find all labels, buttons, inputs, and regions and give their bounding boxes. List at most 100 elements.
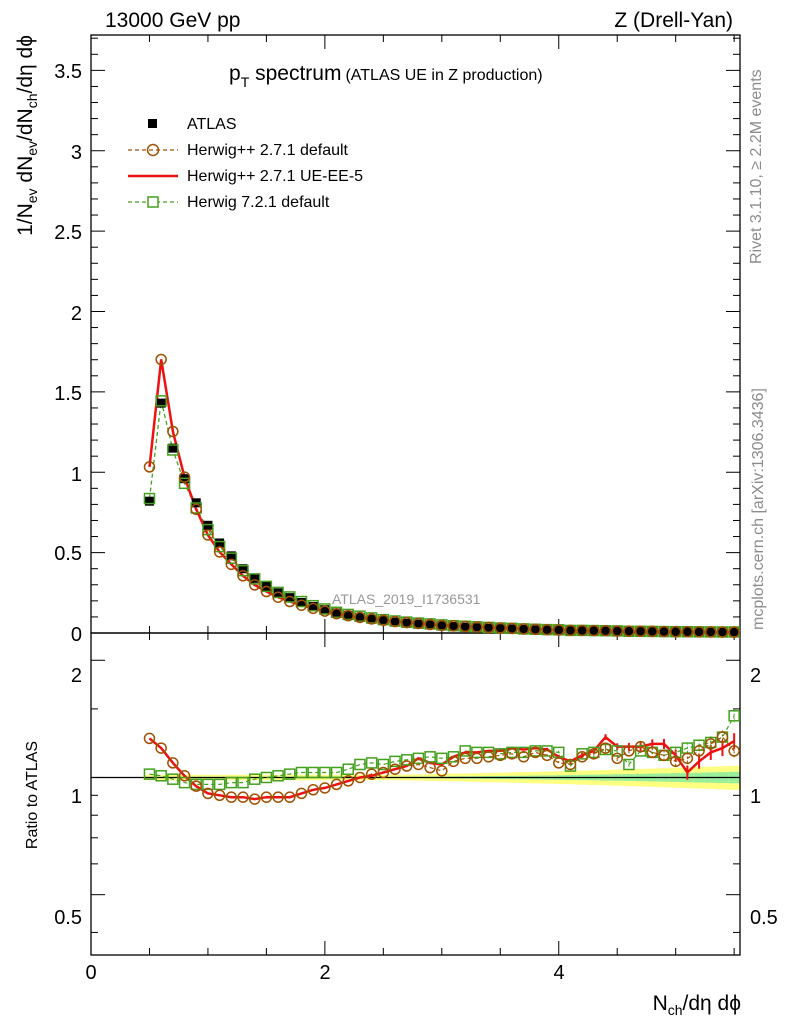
main-point-atlas: [682, 627, 692, 637]
main-point-atlas: [215, 538, 225, 548]
legend-label: Herwig++ 2.7.1 UE-EE-5: [187, 168, 363, 185]
main-point-atlas: [238, 564, 248, 574]
main-point-herwigpp-default: [529, 623, 542, 636]
main-point-atlas: [285, 593, 295, 603]
main-point-herwigpp-default: [354, 611, 366, 624]
main-point-herwigpp-default: [564, 624, 577, 637]
main-point-herwigpp-default: [178, 471, 191, 483]
main-point-atlas: [296, 597, 306, 607]
main-point-herwigpp-default: [599, 624, 612, 637]
main-point-herwig7-default: [284, 591, 296, 603]
ratio-point-herwigpp-default: [319, 782, 331, 794]
main-point-herwigpp-default: [190, 503, 202, 516]
main-point-atlas: [484, 623, 494, 633]
main-point-atlas: [565, 626, 575, 636]
mcplots-label: mcplots.cern.ch [arXiv:1306.3436]: [750, 388, 767, 630]
main-point-herwigpp-default: [693, 626, 705, 638]
main-point-atlas: [577, 626, 587, 636]
main-point-herwigpp-default: [623, 625, 635, 637]
main-point-atlas: [390, 617, 400, 627]
main-point-herwigpp-default: [143, 461, 156, 473]
main-point-herwigpp-default: [541, 623, 553, 636]
ratio-point-herwig7-default: [517, 746, 530, 759]
main-point-herwig7-default: [167, 444, 179, 456]
legend-label: Herwig 7.2.1 default: [187, 194, 330, 211]
ratio-point-herwig7-default: [307, 766, 319, 779]
main-point-atlas: [530, 625, 540, 635]
main-point-herwigpp-default: [634, 625, 647, 638]
ratio-point-herwig7-default: [482, 746, 495, 759]
main-point-herwigpp-default: [330, 607, 343, 620]
main-point-herwigpp-default: [716, 626, 729, 638]
main-point-herwigpp-default: [552, 624, 565, 636]
main-point-herwigpp-default: [155, 353, 167, 366]
legend-marker-herwigpp-default: [146, 143, 160, 157]
ratio-point-herwigpp-default: [377, 766, 390, 779]
energy-label: 13000 GeV pp: [105, 9, 240, 32]
main-point-herwigpp-default: [728, 626, 740, 638]
main-point-herwigpp-default: [295, 599, 308, 611]
main-point-herwigpp-default: [213, 546, 226, 558]
main-point-herwigpp-default: [272, 591, 284, 603]
main-point-herwigpp-default: [681, 626, 694, 638]
main-point-herwig7-default: [260, 580, 273, 593]
ratio-point-herwig7-default: [237, 776, 249, 789]
ratio-point-herwigpp-default: [705, 738, 717, 750]
ratio-point-herwigpp-default: [576, 751, 588, 763]
ratio-point-herwigpp-default: [728, 745, 740, 757]
main-point-herwigpp-default: [705, 626, 717, 638]
main-point-atlas: [519, 624, 529, 634]
ratio-point-herwig7-default: [447, 751, 460, 763]
main-point-atlas: [226, 551, 236, 561]
main-point-herwig7-default: [248, 573, 261, 585]
ratio-point-herwigpp-default: [623, 745, 635, 757]
ratio-point-herwig7-default: [319, 766, 331, 779]
xtick-label: 4: [553, 962, 564, 984]
main-point-atlas: [636, 627, 646, 637]
ratio-point-herwig7-default: [459, 745, 471, 757]
ratio-point-herwig7-default: [424, 751, 436, 763]
ratio-point-herwig7-default: [342, 763, 355, 775]
ratio-point-herwigpp-default: [681, 752, 694, 765]
main-point-atlas: [472, 623, 482, 633]
main-ytick-label: 1.5: [54, 383, 82, 405]
main-point-atlas: [717, 627, 727, 637]
main-y-tick-labels: 0 0.5 1 1.5 2 2.5 3 3.5: [54, 61, 82, 646]
main-point-atlas: [168, 443, 178, 453]
main-point-herwigpp-default: [225, 558, 238, 571]
main-point-herwig7-default: [272, 586, 284, 599]
ratio-point-herwigpp-default: [716, 731, 729, 743]
ratio-point-herwig7-default: [248, 773, 261, 785]
main-point-herwigpp-default: [412, 617, 425, 630]
ratio-point-herwig7-default: [202, 778, 214, 791]
main-point-herwig7-default: [155, 395, 167, 407]
main-point-herwigpp-default: [482, 621, 495, 634]
main-point-herwig7-default: [143, 492, 156, 505]
x-axis-title: Nch/dη dϕ: [653, 992, 741, 1018]
main-point-herwig7-default: [202, 523, 214, 536]
legend-marker-herwig7-default: [147, 196, 159, 208]
ratio-point-herwig7-default: [330, 766, 343, 779]
ratio-point-herwig7-default: [623, 758, 635, 771]
ratio-point-herwig7-default: [377, 758, 390, 771]
ratio-ytick-label: 2: [71, 665, 82, 687]
ratio-point-herwig7-default: [260, 771, 273, 784]
main-ytick-label: 0: [71, 624, 82, 646]
ratio-point-herwig7-default: [178, 776, 191, 789]
main-point-atlas: [449, 622, 459, 632]
ratio-point-herwigpp-default: [213, 789, 226, 802]
main-ytick-label: 3.5: [54, 61, 82, 83]
ratio-point-herwigpp-default: [260, 791, 273, 803]
plot-title: pT spectrum (ATLAS UE in Z production): [229, 62, 543, 90]
ratio-point-herwigpp-default: [529, 746, 542, 759]
main-point-atlas: [320, 605, 330, 615]
ratio-point-herwigpp-default: [178, 770, 191, 782]
main-point-atlas: [659, 627, 669, 637]
chart-marks: [91, 353, 740, 805]
ratio-point-herwigpp-default: [248, 793, 261, 805]
ratio-point-herwigpp-default: [330, 778, 343, 791]
main-point-atlas: [250, 573, 260, 583]
main-point-atlas: [589, 626, 599, 636]
main-point-atlas: [460, 622, 470, 632]
